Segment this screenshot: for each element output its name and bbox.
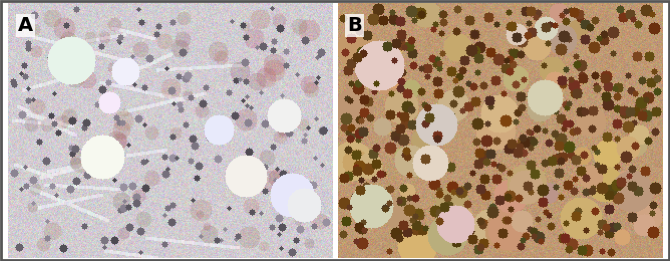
Text: A: A <box>18 16 33 35</box>
Text: B: B <box>348 16 362 35</box>
